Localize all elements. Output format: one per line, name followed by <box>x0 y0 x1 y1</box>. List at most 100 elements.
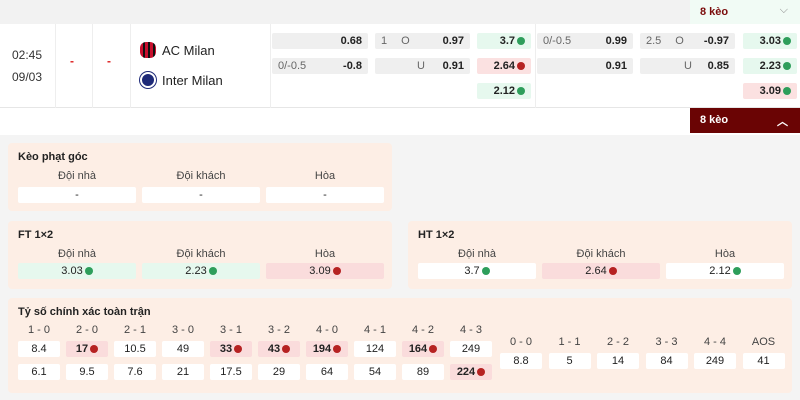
ft-away-odds[interactable]: 2.23 <box>142 263 260 279</box>
arrow-down-icon <box>332 267 341 276</box>
score-home-odds[interactable]: 8.4 <box>18 341 60 357</box>
arrow-up-icon <box>783 87 791 95</box>
more-odds-button[interactable]: 8 kèo ︿ <box>690 108 800 133</box>
draw-score-odds[interactable]: 84 <box>645 353 688 369</box>
score-home-odds[interactable]: 17 <box>66 341 108 357</box>
correct-score-title: Tỷ số chính xác toàn trận <box>18 306 151 318</box>
ft-title: FT 1×2 <box>18 229 54 241</box>
match-footer <box>0 108 800 135</box>
ft-home-odds[interactable]: 3.03 <box>18 263 136 279</box>
ht-title: HT 1×2 <box>418 229 455 241</box>
draw-score-odds[interactable]: 41 <box>742 353 785 369</box>
match-row: 02:45 09/03 - - AC Milan Inter Milan 0.68… <box>0 24 800 108</box>
ft-1x2-draw[interactable]: 2.12 <box>477 83 531 99</box>
ht-ou-over[interactable]: 2.5 O -0.97 <box>640 33 735 49</box>
arrow-up-icon <box>783 62 791 70</box>
score-home-odds[interactable]: 164 <box>402 341 444 357</box>
ht-1x2-draw[interactable]: 3.09 <box>743 83 797 99</box>
score-label: 2 - 0 <box>75 324 98 336</box>
ht-away-odds[interactable]: 2.64 <box>542 263 660 279</box>
more-odds-toggle[interactable]: 8 kèo ⌵ <box>690 0 800 24</box>
draw-score-label: AOS <box>751 336 776 348</box>
score-away-odds[interactable]: 54 <box>354 364 396 380</box>
ht-hdp-away[interactable]: 0.91 <box>537 58 633 74</box>
chevron-down-icon: ⌵ <box>779 4 788 16</box>
correct-score-card: Tỷ số chính xác toàn trận 1 - 0 8.4 6.1 2 -… <box>8 298 792 393</box>
header-draw: Hòa <box>314 170 336 182</box>
arrow-down-icon <box>282 345 291 354</box>
score-away-odds[interactable]: 17.5 <box>210 364 252 380</box>
score-home-odds[interactable]: 194 <box>306 341 348 357</box>
draw-score-label: 3 - 3 <box>655 336 678 348</box>
arrow-down-icon <box>608 267 617 276</box>
score-away-odds[interactable]: 9.5 <box>66 364 108 380</box>
score-away-odds[interactable]: 29 <box>258 364 300 380</box>
corner-title: Kèo phạt góc <box>18 151 88 163</box>
ft-hdp-away[interactable]: 0/-0.5 -0.8 <box>272 58 368 74</box>
arrow-up-icon <box>481 267 490 276</box>
arrow-up-icon <box>732 267 741 276</box>
ft-1x2-away[interactable]: 2.64 <box>477 58 531 74</box>
header-home: Đội nhà <box>58 170 96 182</box>
score-away-odds[interactable]: 224 <box>450 364 492 380</box>
ht-1x2-home[interactable]: 3.03 <box>743 33 797 49</box>
score-home-odds[interactable]: 49 <box>162 341 204 357</box>
score-away-odds[interactable]: 6.1 <box>18 364 60 380</box>
header-away: Đội khách <box>576 248 626 260</box>
home-score: - <box>70 54 74 68</box>
score-label: 1 - 0 <box>27 324 50 336</box>
corner-away[interactable]: - <box>142 187 260 203</box>
ft-hdp-home[interactable]: 0.68 <box>272 33 368 49</box>
score-home-odds[interactable]: 10.5 <box>114 341 156 357</box>
ft-draw-odds[interactable]: 3.09 <box>266 263 384 279</box>
corner-home[interactable]: - <box>18 187 136 203</box>
score-home-odds[interactable]: 33 <box>210 341 252 357</box>
ac-milan-logo-icon <box>140 42 156 58</box>
header-home: Đội nhà <box>58 248 96 260</box>
score-away-odds[interactable]: 64 <box>306 364 348 380</box>
score-away-odds[interactable]: 21 <box>162 364 204 380</box>
score-away-odds[interactable]: 7.6 <box>114 364 156 380</box>
inter-milan-logo-icon <box>140 72 156 88</box>
arrow-down-icon <box>234 345 243 354</box>
home-team[interactable]: AC Milan <box>140 42 215 58</box>
score-home-odds[interactable]: 249 <box>450 341 492 357</box>
score-home-odds[interactable]: 43 <box>258 341 300 357</box>
ht-1x2-away[interactable]: 2.23 <box>743 58 797 74</box>
header-draw: Hòa <box>714 248 736 260</box>
ft-ou-under[interactable]: U 0.91 <box>375 58 470 74</box>
header-draw: Hòa <box>314 248 336 260</box>
chevron-up-icon: ︿ <box>777 116 788 128</box>
draw-score-odds[interactable]: 5 <box>548 353 591 369</box>
corner-draw[interactable]: - <box>266 187 384 203</box>
score-away-odds[interactable]: 89 <box>402 364 444 380</box>
draw-score-odds[interactable]: 249 <box>694 353 736 369</box>
top-bar <box>0 0 800 24</box>
draw-score-odds[interactable]: 8.8 <box>500 353 542 369</box>
arrow-up-icon <box>517 37 525 45</box>
ht-ou-under[interactable]: U 0.85 <box>640 58 735 74</box>
draw-score-label: 4 - 4 <box>703 336 726 348</box>
arrow-up-icon <box>783 37 791 45</box>
ht-hdp-home[interactable]: 0/-0.5 0.99 <box>537 33 633 49</box>
arrow-down-icon <box>477 368 486 377</box>
arrow-down-icon <box>333 345 342 354</box>
score-label: 2 - 1 <box>123 324 146 336</box>
arrow-down-icon <box>517 62 525 70</box>
away-team[interactable]: Inter Milan <box>140 72 223 88</box>
score-label: 4 - 3 <box>459 324 482 336</box>
draw-score-label: 0 - 0 <box>509 336 532 348</box>
ht-home-odds[interactable]: 3.7 <box>418 263 536 279</box>
score-label: 3 - 1 <box>219 324 242 336</box>
more-odds-label: 8 kèo <box>700 6 729 18</box>
header-away: Đội khách <box>176 248 226 260</box>
ft-ou-over[interactable]: 1 O 0.97 <box>375 33 470 49</box>
draw-score-odds[interactable]: 14 <box>597 353 639 369</box>
corner-card: Kèo phạt góc Đội nhà Đội khách Hòa - - - <box>8 143 392 211</box>
ft-1x2-home[interactable]: 3.7 <box>477 33 531 49</box>
ht-draw-odds[interactable]: 2.12 <box>666 263 784 279</box>
ht-1x2-card: HT 1×2 Đội nhà Đội khách Hòa 3.7 2.64 2.… <box>408 221 792 289</box>
match-time: 02:45 09/03 <box>12 48 43 84</box>
score-label: 3 - 0 <box>171 324 194 336</box>
score-home-odds[interactable]: 124 <box>354 341 396 357</box>
